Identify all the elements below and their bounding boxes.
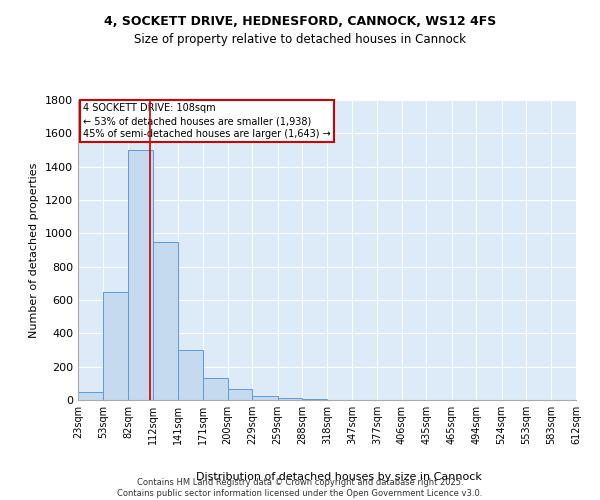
Text: 4 SOCKETT DRIVE: 108sqm
← 53% of detached houses are smaller (1,938)
45% of semi: 4 SOCKETT DRIVE: 108sqm ← 53% of detache… bbox=[83, 103, 331, 140]
Y-axis label: Number of detached properties: Number of detached properties bbox=[29, 162, 40, 338]
Bar bbox=[203, 378, 227, 400]
Bar bbox=[227, 389, 252, 400]
Text: 4, SOCKETT DRIVE, HEDNESFORD, CANNOCK, WS12 4FS: 4, SOCKETT DRIVE, HEDNESFORD, CANNOCK, W… bbox=[104, 15, 496, 28]
Bar bbox=[252, 396, 278, 400]
Bar bbox=[302, 399, 328, 400]
Bar bbox=[78, 392, 103, 400]
Text: Distribution of detached houses by size in Cannock: Distribution of detached houses by size … bbox=[196, 472, 482, 482]
Text: Size of property relative to detached houses in Cannock: Size of property relative to detached ho… bbox=[134, 32, 466, 46]
Bar bbox=[103, 292, 128, 400]
Text: Contains HM Land Registry data © Crown copyright and database right 2025.
Contai: Contains HM Land Registry data © Crown c… bbox=[118, 478, 482, 498]
Bar bbox=[278, 398, 302, 400]
Bar bbox=[178, 350, 203, 400]
Bar bbox=[153, 242, 178, 400]
Bar bbox=[128, 150, 153, 400]
